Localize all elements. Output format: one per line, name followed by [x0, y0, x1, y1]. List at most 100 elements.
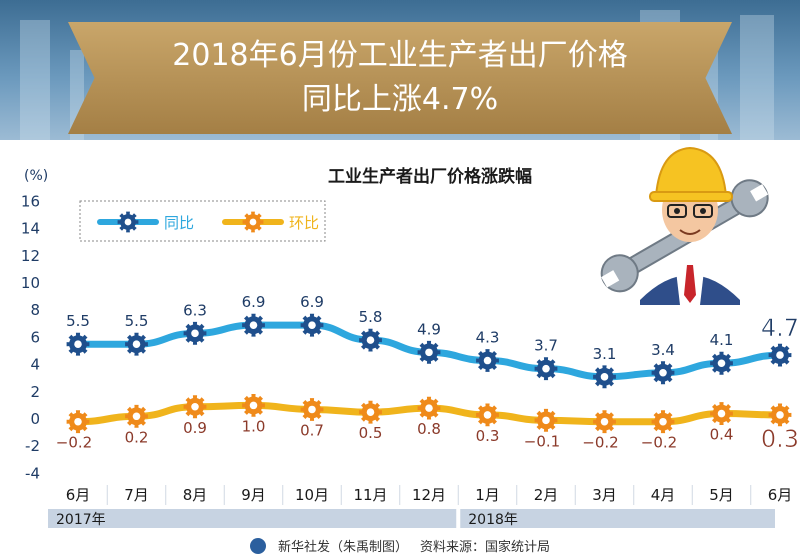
y-tick-label: 0 — [30, 410, 40, 428]
yoy-point — [417, 340, 441, 364]
y-tick-label: 10 — [21, 274, 40, 292]
x-tick-label: 10月 — [295, 486, 329, 504]
year-label: 2018年 — [468, 512, 518, 528]
mom-data-label: 0.8 — [417, 420, 441, 438]
mom-point — [417, 396, 441, 420]
x-tick-label: 8月 — [183, 486, 208, 504]
mom-point — [651, 410, 675, 434]
mom-point — [593, 410, 616, 434]
x-tick-label: 5月 — [709, 486, 734, 504]
yoy-data-label: 3.7 — [534, 337, 558, 355]
mom-point — [534, 408, 558, 432]
mom-data-label: 0.3 — [476, 427, 500, 445]
mom-data-label: −0.2 — [641, 434, 677, 452]
y-tick-label: 14 — [21, 220, 40, 238]
yoy-data-label: 5.8 — [359, 308, 383, 326]
yoy-data-label: 4.3 — [476, 329, 500, 347]
yoy-point — [66, 332, 90, 356]
x-tick-label: 9月 — [241, 486, 266, 504]
mom-data-label: 0.5 — [359, 424, 383, 442]
yoy-data-label: 6.9 — [300, 293, 324, 311]
source-text: 资料来源：国家统计局 — [420, 540, 551, 555]
mom-data-label: 0.9 — [183, 419, 207, 437]
mom-data-label: −0.2 — [582, 434, 618, 452]
y-axis-unit: (%) — [24, 168, 48, 184]
x-tick-label: 4月 — [651, 486, 676, 504]
year-band: 2017年 2018年 — [48, 509, 775, 528]
yoy-data-label: 6.9 — [242, 293, 266, 311]
y-tick-label: 2 — [30, 383, 40, 401]
x-tick-label: 2月 — [534, 486, 559, 504]
mom-data-label: 1.0 — [242, 417, 266, 435]
mom-data-label: −0.2 — [56, 434, 92, 452]
mom-point — [476, 403, 499, 427]
y-tick-label: 16 — [21, 192, 40, 210]
page-subtitle: 同比上涨4.7% — [301, 82, 499, 117]
footer-strip — [0, 528, 800, 560]
mom-data-label: −0.1 — [524, 432, 560, 450]
legend: 同比 环比 — [79, 200, 326, 242]
credit-text: 新华社发（朱禹制图） — [277, 540, 408, 555]
yoy-data-label: 5.5 — [66, 312, 90, 330]
yoy-point — [534, 357, 558, 381]
yoy-data-label: 3.4 — [651, 341, 675, 359]
mom-data-label: 0.2 — [125, 428, 149, 446]
x-tick-label: 11月 — [353, 486, 387, 504]
title-banner: 2018年6月份工业生产者出厂价格 同比上涨4.7% — [68, 22, 732, 134]
mom-point — [183, 395, 207, 419]
yoy-series: 5.5 5.5 6.3 6.9 6.9 5.8 4.9 4.3 3.7 3.1 3.4 4.1 4.7 — [66, 293, 799, 389]
mom-series: −0.2 0.2 0.9 1.0 0.7 0.5 0.8 0.3 −0.1 −0.2 −0.2 0.4… — [56, 394, 799, 453]
mom-point — [710, 402, 733, 425]
y-tick-label: 8 — [30, 301, 40, 319]
yoy-point — [242, 313, 265, 337]
y-tick-label: -2 — [25, 437, 40, 455]
mom-point — [125, 404, 148, 428]
yoy-point — [710, 351, 733, 375]
chart-title: 工业生产者出厂价格涨跌幅 — [328, 166, 532, 187]
yoy-point — [651, 361, 675, 385]
x-tick-label: 3月 — [592, 486, 617, 504]
x-tick-label: 7月 — [124, 486, 149, 504]
yoy-data-label: 4.7 — [761, 314, 799, 342]
y-tick-label: -4 — [25, 464, 40, 482]
y-tick-label: 4 — [30, 356, 40, 374]
yoy-point — [768, 343, 792, 367]
x-tick-label: 1月 — [475, 486, 500, 504]
yoy-data-label: 4.1 — [710, 331, 734, 349]
year-band-bar — [48, 509, 457, 528]
page-title: 2018年6月份工业生产者出厂价格 — [172, 38, 628, 73]
y-tick-label: 6 — [30, 328, 40, 346]
yoy-data-label: 4.9 — [417, 320, 441, 338]
yoy-point — [125, 332, 148, 356]
legend-gear-icon — [117, 211, 139, 233]
mom-data-label: 0.4 — [710, 426, 734, 444]
mom-point — [359, 400, 382, 424]
worker-illustration — [600, 146, 769, 305]
yoy-point — [183, 321, 207, 345]
x-axis: 6月 7月 8月 9月 10月 11月 12月 1月 2月 3月 4月 5月 6月 — [66, 485, 793, 505]
year-label: 2017年 — [56, 512, 106, 528]
yoy-data-label: 3.1 — [593, 345, 617, 363]
yoy-data-label: 5.5 — [125, 312, 149, 330]
y-tick-label: 12 — [21, 247, 40, 265]
footer: 新华社发（朱禹制图） 资料来源：国家统计局 — [0, 536, 800, 555]
yoy-data-label: 6.3 — [183, 301, 207, 319]
xinhua-logo-icon — [249, 538, 266, 554]
mom-point — [66, 410, 90, 434]
mom-point — [242, 394, 265, 417]
year-band-bar — [460, 509, 775, 528]
yoy-point — [593, 365, 616, 389]
mom-data-label: 0.7 — [300, 421, 324, 439]
x-tick-label: 6月 — [768, 486, 793, 504]
x-tick-label: 6月 — [66, 486, 91, 504]
legend-label: 环比 — [289, 214, 319, 232]
mom-data-label: 0.3 — [761, 425, 799, 453]
yoy-point — [359, 328, 382, 352]
y-axis: -4 -2 0 2 4 6 8 10 12 14 16 — [21, 192, 40, 482]
mom-point — [300, 398, 324, 421]
mom-point — [768, 403, 792, 427]
yoy-point — [476, 349, 499, 372]
x-tick-label: 12月 — [412, 486, 446, 504]
legend-label: 同比 — [164, 214, 194, 232]
